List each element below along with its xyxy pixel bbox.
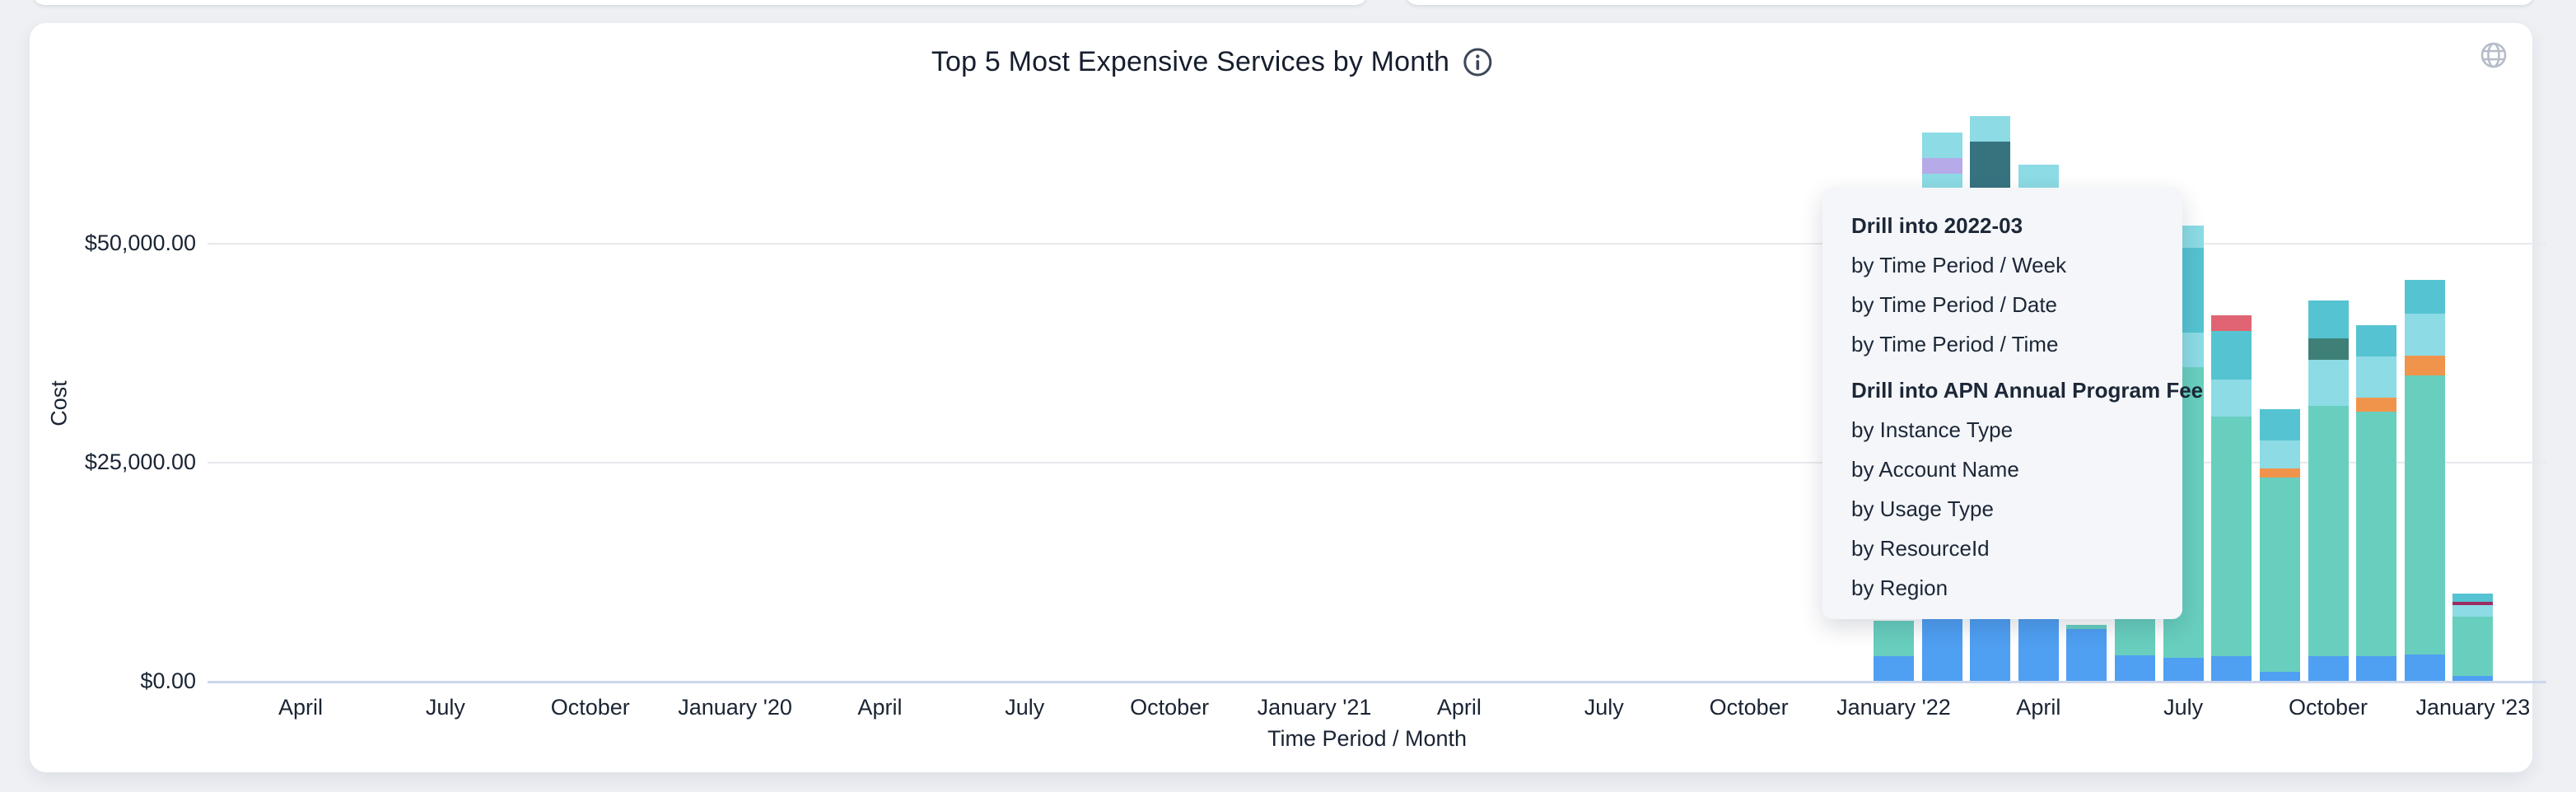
bar-segment-red[interactable] [2211, 314, 2252, 332]
bar-segment-purple[interactable] [1921, 158, 1962, 175]
menu-item-by-account-name[interactable]: by Account Name [1851, 457, 2019, 482]
bar-segment-blue[interactable] [2404, 655, 2445, 681]
bar-segment-light_cyan[interactable] [2356, 356, 2397, 398]
card-above-right [1406, 0, 2534, 5]
card-above-left [33, 0, 1367, 5]
bar-segment-light_cyan[interactable] [2404, 313, 2445, 356]
x-tick-label: January '23 [2415, 695, 2531, 720]
info-circle-icon[interactable] [1463, 47, 1493, 77]
bar-segment-teal[interactable] [2308, 300, 2349, 338]
gridline [208, 242, 2546, 245]
bar-segment-green[interactable] [2356, 412, 2397, 657]
bar-segment-teal[interactable] [2404, 280, 2445, 314]
y-tick-label: $0.00 [140, 669, 196, 693]
bar-segment-blue[interactable] [2259, 672, 2300, 681]
bar-segment-blue[interactable] [2452, 675, 2494, 681]
bar-segment-orange[interactable] [2356, 398, 2397, 412]
bar-segment-teal[interactable] [2259, 408, 2300, 441]
bar-2022-12[interactable] [2404, 280, 2445, 681]
bar-segment-green[interactable] [2259, 477, 2300, 673]
x-tick-label: October [1130, 695, 1210, 720]
y-axis-title: Cost [46, 380, 72, 426]
y-tick-label: $50,000.00 [84, 230, 196, 255]
bar-segment-green[interactable] [2452, 617, 2494, 676]
x-axis-title: Time Period / Month [1267, 726, 1468, 751]
x-tick-label: January '21 [1257, 695, 1372, 720]
bar-2022-05[interactable] [2066, 624, 2107, 681]
x-tick-label: July [425, 695, 465, 720]
menu-item-by-time-period-week[interactable]: by Time Period / Week [1851, 253, 2067, 277]
x-axis-line [208, 681, 2546, 683]
bar-segment-blue[interactable] [2115, 655, 2156, 681]
x-tick-label: July [1584, 695, 1624, 720]
x-tick-label: April [1436, 695, 1482, 720]
menu-item-by-region[interactable]: by Region [1851, 575, 1948, 600]
bar-segment-green[interactable] [2308, 405, 2349, 657]
bar-segment-teal[interactable] [2211, 331, 2252, 380]
bar-segment-blue[interactable] [2211, 656, 2252, 681]
bar-segment-blue[interactable] [2018, 610, 2059, 681]
chart-title-row: Top 5 Most Expensive Services by Month [931, 46, 1493, 78]
bar-segment-orange[interactable] [2404, 355, 2445, 376]
bar-segment-dark_green[interactable] [2308, 338, 2349, 361]
y-tick-label: $25,000.00 [84, 449, 196, 474]
chart-title: Top 5 Most Expensive Services by Month [931, 46, 1450, 77]
bar-segment-blue[interactable] [1921, 610, 1962, 681]
bar-2022-01[interactable] [1874, 620, 1914, 681]
bar-segment-light_cyan[interactable] [1970, 116, 2011, 142]
x-tick-label: January '22 [1836, 695, 1951, 720]
menu-section-header: Drill into APN Annual Program Fee [1851, 378, 2204, 403]
bar-segment-green[interactable] [2404, 375, 2445, 655]
menu-item-by-time-period-date[interactable]: by Time Period / Date [1851, 292, 2057, 317]
menu-section-header: Drill into 2022-03 [1851, 213, 2023, 238]
bar-segment-teal[interactable] [2452, 593, 2494, 603]
menu-section-gap [1851, 364, 2154, 370]
bar-segment-blue[interactable] [1874, 656, 1914, 681]
drilldown-context-menu: Drill into 2022-03 by Time Period / Week b… [1822, 188, 2204, 619]
bar-segment-blue[interactable] [2066, 629, 2107, 681]
x-tick-label: January '20 [678, 695, 792, 720]
gridline [208, 461, 2546, 464]
x-tick-label: October [550, 695, 630, 720]
x-tick-label: October [1709, 695, 1789, 720]
bar-2023-01[interactable] [2452, 593, 2494, 681]
menu-item-by-instance-type[interactable]: by Instance Type [1851, 417, 2014, 442]
bar-2022-08[interactable] [2211, 314, 2252, 681]
bar-segment-teal[interactable] [2356, 324, 2397, 356]
bar-2022-11[interactable] [2356, 324, 2397, 681]
bar-segment-blue[interactable] [1970, 610, 2011, 681]
globe-icon[interactable] [2479, 40, 2508, 70]
bar-segment-green[interactable] [1874, 620, 1914, 657]
x-tick-label: April [857, 695, 903, 720]
menu-item-by-time-period-time[interactable]: by Time Period / Time [1851, 332, 2059, 356]
x-tick-label: October [2289, 695, 2368, 720]
bar-segment-light_cyan[interactable] [2452, 605, 2494, 617]
menu-item-by-usage-type[interactable]: by Usage Type [1851, 496, 1994, 521]
bar-segment-blue[interactable] [2163, 658, 2204, 681]
x-tick-label: April [2016, 695, 2061, 720]
bar-segment-light_cyan[interactable] [1921, 133, 1962, 159]
bar-2022-10[interactable] [2308, 300, 2349, 681]
bar-segment-light_cyan[interactable] [2308, 360, 2349, 406]
bar-segment-light_cyan[interactable] [2211, 379, 2252, 417]
bar-segment-green[interactable] [2211, 417, 2252, 657]
bar-segment-blue[interactable] [2356, 656, 2397, 681]
x-tick-label: April [278, 695, 324, 720]
bar-segment-orange[interactable] [2259, 468, 2300, 478]
x-tick-label: July [1005, 695, 1045, 720]
bar-segment-blue[interactable] [2308, 656, 2349, 681]
bar-segment-green[interactable] [2115, 619, 2156, 656]
bar-2022-09[interactable] [2259, 408, 2300, 681]
menu-item-by-resourceid[interactable]: by ResourceId [1851, 536, 1990, 561]
bar-segment-light_cyan[interactable] [2259, 440, 2300, 469]
bar-segment-green[interactable] [2066, 624, 2107, 630]
x-tick-label: July [2163, 695, 2204, 720]
bar-2022-06[interactable] [2115, 619, 2156, 681]
bar-segment-maroon[interactable] [2452, 602, 2494, 606]
